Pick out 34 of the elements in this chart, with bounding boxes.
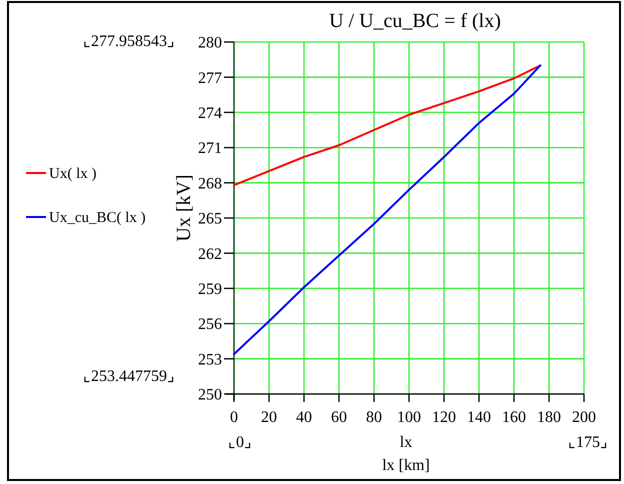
- x-tick-label: 60: [331, 409, 347, 426]
- line-series: [233, 64, 542, 356]
- text: ⌞277.958543⌟: [83, 33, 175, 50]
- y-tick-label: 268: [198, 175, 222, 192]
- line-series: [233, 64, 542, 186]
- y-tick-label: 265: [198, 210, 222, 228]
- text: ⌞0⌟: [228, 434, 252, 451]
- x-tick-label: 120: [432, 409, 456, 426]
- legend-label: Ux( lx ): [49, 166, 96, 182]
- y-tick-label: 277: [198, 70, 222, 87]
- x-tick-label: 0: [230, 409, 238, 426]
- y-tick-label: 259: [198, 281, 222, 298]
- x-tick-label: 180: [537, 409, 561, 426]
- x-axis-title: lx: [400, 434, 412, 451]
- x-tick-label: 80: [366, 409, 382, 426]
- x-tick-label: 20: [261, 409, 277, 426]
- y-axis-title: Ux [kV]: [173, 174, 195, 242]
- x-tick-label: 200: [572, 409, 596, 426]
- text: lx [km]: [382, 457, 430, 474]
- y-tick-label: 250: [198, 386, 222, 404]
- x-tick-label: 40: [296, 409, 312, 426]
- chart-title: U / U_cu_BC = f (lx): [329, 10, 501, 32]
- x-tick-label: 160: [502, 409, 526, 426]
- y-tick-label: 274: [198, 105, 222, 122]
- text: ⌞253.447759⌟: [83, 368, 175, 385]
- y-tick-label: 253: [198, 351, 222, 368]
- x-tick-label: 100: [397, 409, 421, 426]
- y-tick-label: 271: [198, 140, 222, 158]
- text: ⌞175⌟: [568, 434, 608, 451]
- legend-label: Ux_cu_BC( lx ): [49, 210, 146, 226]
- y-tick-label: 256: [198, 316, 222, 334]
- x-tick-label: 140: [467, 409, 491, 426]
- y-tick-label: 280: [198, 34, 222, 52]
- y-tick-label: 262: [198, 246, 222, 263]
